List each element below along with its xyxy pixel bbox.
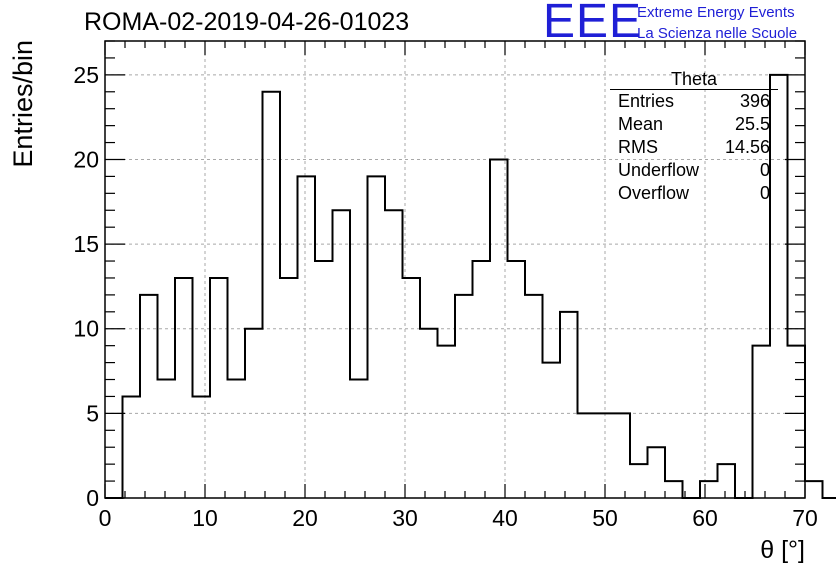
stats-label: Mean bbox=[618, 114, 664, 134]
x-tick-label: 70 bbox=[792, 505, 818, 531]
stats-label: RMS bbox=[618, 137, 658, 157]
stats-value: 14.56 bbox=[724, 137, 770, 157]
y-tick-label: 20 bbox=[73, 146, 99, 172]
stats-value: 0 bbox=[759, 160, 770, 180]
x-tick-label: 40 bbox=[492, 505, 518, 531]
stats-label: Overflow bbox=[618, 183, 690, 203]
x-tick-label: 30 bbox=[392, 505, 418, 531]
y-tick-label: 0 bbox=[86, 485, 99, 511]
stats-value: 25.5 bbox=[734, 114, 770, 134]
x-tick-label: 60 bbox=[692, 505, 718, 531]
stats-label: Entries bbox=[618, 91, 675, 111]
x-axis-label: θ [°] bbox=[760, 536, 805, 564]
logo-line-2: La Scienza nelle Scuole bbox=[637, 25, 798, 42]
stats-row-mean: Mean 25.5 bbox=[610, 113, 778, 136]
stats-value: 0 bbox=[759, 183, 770, 203]
stats-row-entries: Entries 396 bbox=[610, 90, 778, 113]
y-tick-label: 15 bbox=[73, 231, 99, 257]
stats-label: Underflow bbox=[618, 160, 700, 180]
y-tick-label: 25 bbox=[73, 62, 99, 88]
y-tick-label: 5 bbox=[86, 400, 99, 426]
x-tick-label: 10 bbox=[192, 505, 218, 531]
x-tick-label: 50 bbox=[592, 505, 618, 531]
x-tick-label: 0 bbox=[99, 505, 112, 531]
stats-value: 396 bbox=[739, 91, 770, 111]
stats-row-rms: RMS 14.56 bbox=[610, 136, 778, 159]
chart-title: ROMA-02-2019-04-26-01023 bbox=[84, 8, 410, 36]
stats-box: Theta Entries 396 Mean 25.5 RMS 14.56 Un… bbox=[610, 69, 778, 205]
y-tick-label: 10 bbox=[73, 316, 99, 342]
stats-row-overflow: Overflow 0 bbox=[610, 182, 778, 205]
stats-row-underflow: Underflow 0 bbox=[610, 159, 778, 182]
logo-line-1: Extreme Energy Events bbox=[637, 4, 795, 21]
eee-logo: EEE bbox=[543, 0, 643, 48]
x-tick-label: 20 bbox=[292, 505, 318, 531]
histogram-series bbox=[105, 73, 836, 499]
plot-frame bbox=[104, 40, 806, 499]
stats-title: Theta bbox=[610, 69, 778, 90]
y-axis-label: Entries/bin bbox=[8, 40, 38, 168]
